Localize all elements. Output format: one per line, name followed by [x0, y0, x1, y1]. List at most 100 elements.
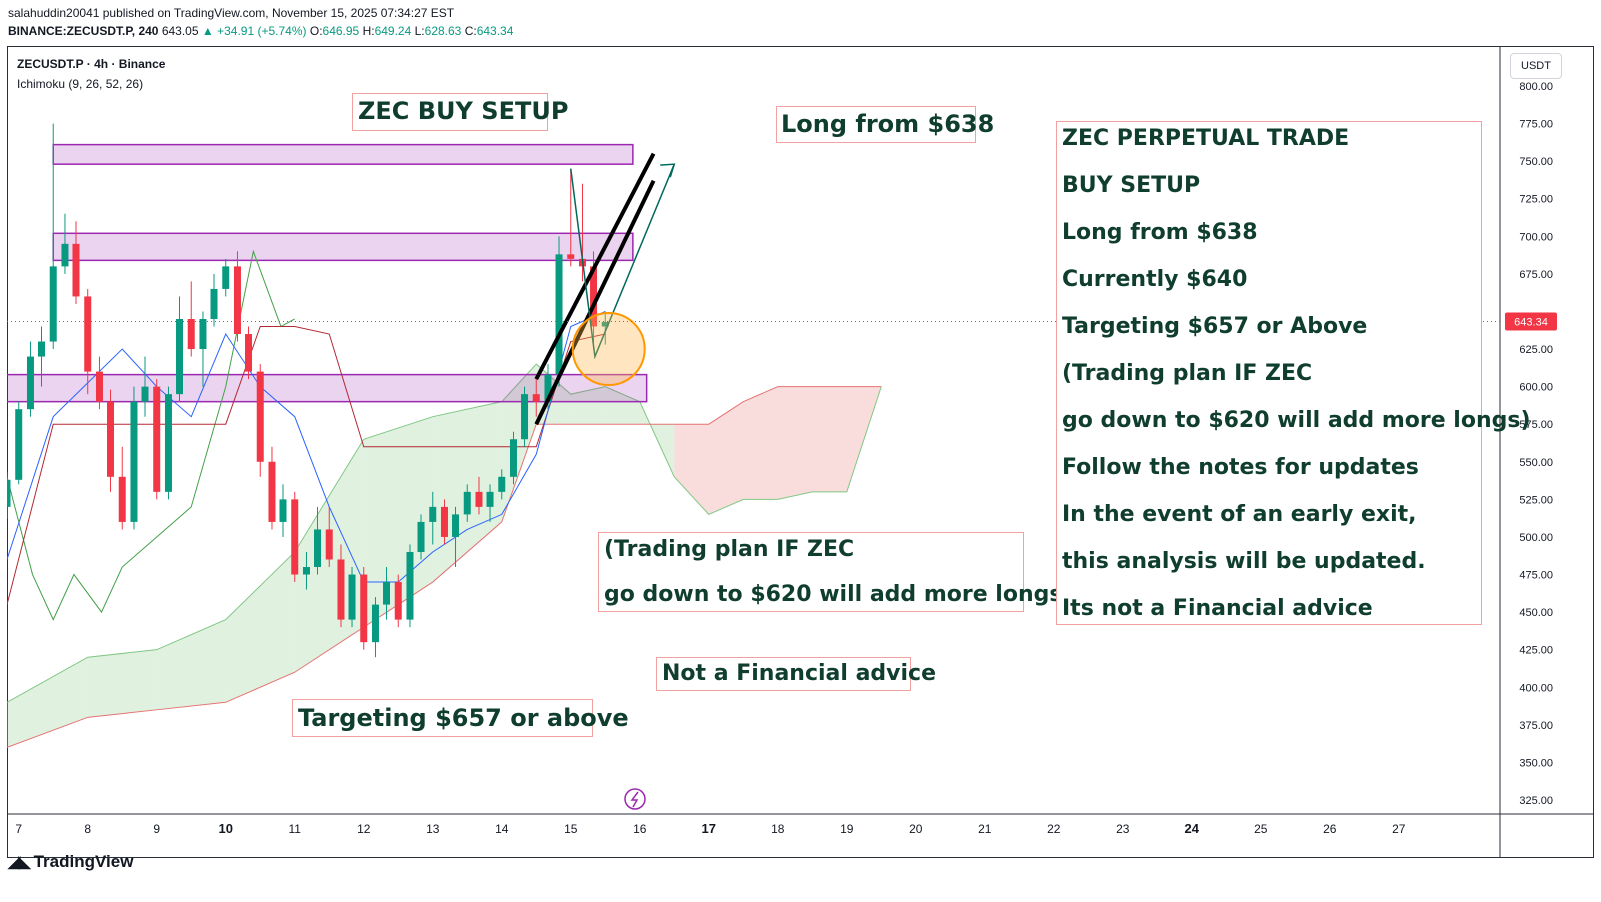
candle — [394, 574, 402, 628]
channel-line-0 — [534, 152, 656, 381]
candle — [383, 567, 391, 620]
candle-body — [567, 254, 575, 259]
candle-body — [7, 479, 11, 507]
candle-body — [486, 491, 494, 507]
y-tick-label: 575.00 — [1519, 419, 1553, 431]
candle — [210, 273, 218, 327]
candle-body — [176, 318, 184, 395]
candle — [337, 544, 345, 628]
candle — [509, 431, 517, 485]
candle — [187, 281, 195, 357]
x-tick-label: 25 — [1254, 822, 1268, 836]
candle — [406, 544, 414, 628]
candle-body — [383, 582, 391, 605]
y-tick-label: 750.00 — [1519, 156, 1553, 168]
y-tick-label: 500.00 — [1519, 532, 1553, 544]
ichimoku-cloud-segment — [570, 386, 606, 425]
y-tick-label: 800.00 — [1519, 81, 1553, 93]
annotation-long-text: Long from $638 — [781, 110, 995, 138]
x-tick-label: 22 — [1047, 822, 1061, 836]
annotation-plan-line: go down to $620 will add more longs) — [604, 582, 1073, 607]
candle-body — [222, 266, 230, 289]
indicator-legend[interactable]: Ichimoku (9, 26, 52, 26) — [17, 77, 144, 91]
ichimoku-cloud-segment — [708, 401, 744, 515]
x-tick-label: 9 — [153, 822, 160, 836]
x-tick-label: 27 — [1392, 822, 1406, 836]
last-price-tag — [1505, 312, 1557, 331]
candle — [555, 236, 563, 387]
candle-body — [360, 574, 368, 643]
candle — [256, 364, 264, 477]
y-tick-label: 625.00 — [1519, 344, 1553, 356]
lightning-icon[interactable] — [624, 788, 646, 810]
candle-body — [210, 288, 218, 319]
candle-body — [72, 243, 80, 297]
trade-box-line: go down to $620 will add more longs) — [1062, 408, 1531, 433]
candle — [176, 296, 184, 402]
candle — [325, 506, 333, 568]
candle — [486, 484, 494, 522]
x-tick-label: 17 — [702, 821, 716, 836]
y-tick-label: 450.00 — [1519, 607, 1553, 619]
annotation-long[interactable]: Long from $638 — [776, 106, 995, 143]
annotation-trade-box[interactable]: ZEC PERPETUAL TRADE BUY SETUP Long from … — [1056, 121, 1531, 625]
candle — [15, 401, 23, 485]
candle — [417, 514, 425, 560]
candle — [61, 213, 69, 274]
close-value: 643.34 — [476, 24, 514, 38]
candle-body — [84, 296, 92, 372]
candle — [26, 341, 34, 417]
y-tick-label: 375.00 — [1519, 720, 1553, 732]
x-tick-label: 26 — [1323, 822, 1337, 836]
candle — [49, 123, 57, 350]
candle — [153, 379, 161, 500]
candle-body — [302, 567, 310, 575]
candle-body — [38, 341, 46, 357]
senkou-span-b-line — [7, 386, 882, 748]
publisher-line: salahuddin20041 published on TradingView… — [8, 6, 455, 20]
candle-body — [95, 371, 103, 402]
annotation-target[interactable]: Targeting $657 or above — [292, 699, 629, 737]
resistance-zone-1 — [52, 232, 634, 262]
candle-body — [164, 394, 172, 492]
open-value: 646.95 — [322, 24, 360, 38]
y-tick-label: 700.00 — [1519, 231, 1553, 243]
candle — [118, 446, 126, 530]
y-tick-label: 350.00 — [1519, 757, 1553, 769]
candle — [268, 446, 276, 530]
annotation-plan[interactable]: (Trading plan IF ZEC go down to $620 wil… — [598, 532, 1073, 612]
annotation-target-text: Targeting $657 or above — [298, 704, 629, 732]
symbol-legend[interactable]: ZECUSDT.P · 4h · Binance — [17, 57, 166, 71]
x-tick-label: 18 — [771, 822, 785, 836]
candle-body — [544, 374, 552, 402]
currency-button[interactable]: USDT — [1510, 53, 1562, 79]
y-tick-label: 600.00 — [1519, 382, 1553, 394]
ichimoku-cloud-segment — [743, 386, 778, 500]
candle — [452, 506, 460, 568]
candle-body — [233, 266, 241, 335]
x-tick-label: 12 — [357, 822, 371, 836]
tradingview-logo[interactable]: ◢◣ TradingView — [8, 852, 133, 872]
candle — [199, 311, 207, 387]
trade-box-line: ZEC PERPETUAL TRADE — [1062, 126, 1350, 151]
candle — [222, 258, 230, 297]
ichimoku-cloud-segment — [674, 424, 709, 515]
candle — [371, 597, 379, 658]
price-chart[interactable]: 325.00 350.00 375.00 400.00 425.00 450.00 475.… — [7, 46, 1594, 858]
candle — [360, 567, 368, 650]
trade-box-line: this analysis will be updated. — [1062, 549, 1426, 574]
annotation-nfa[interactable]: Not a Financial advice — [656, 657, 936, 691]
ichimoku-cloud-segment — [225, 551, 295, 703]
candle-body — [130, 401, 138, 522]
candle-body — [325, 529, 333, 560]
trade-box-line: Its not a Financial advice — [1062, 596, 1373, 621]
candle-body — [463, 491, 471, 515]
candle-body — [532, 394, 540, 402]
candle — [440, 499, 448, 545]
low-label: L: — [414, 24, 425, 38]
candle — [279, 484, 287, 537]
annotation-title[interactable]: ZEC BUY SETUP — [352, 93, 568, 131]
candle — [429, 491, 437, 545]
x-tick-label: 11 — [289, 822, 302, 836]
up-arrow-icon: ▲ — [201, 24, 214, 38]
